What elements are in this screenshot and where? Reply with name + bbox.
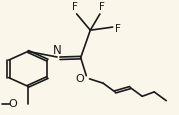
- Text: F: F: [99, 2, 104, 12]
- Text: O: O: [8, 98, 17, 108]
- Text: N: N: [53, 44, 62, 57]
- Text: F: F: [72, 2, 78, 12]
- Text: O: O: [75, 74, 84, 83]
- Text: F: F: [115, 23, 121, 33]
